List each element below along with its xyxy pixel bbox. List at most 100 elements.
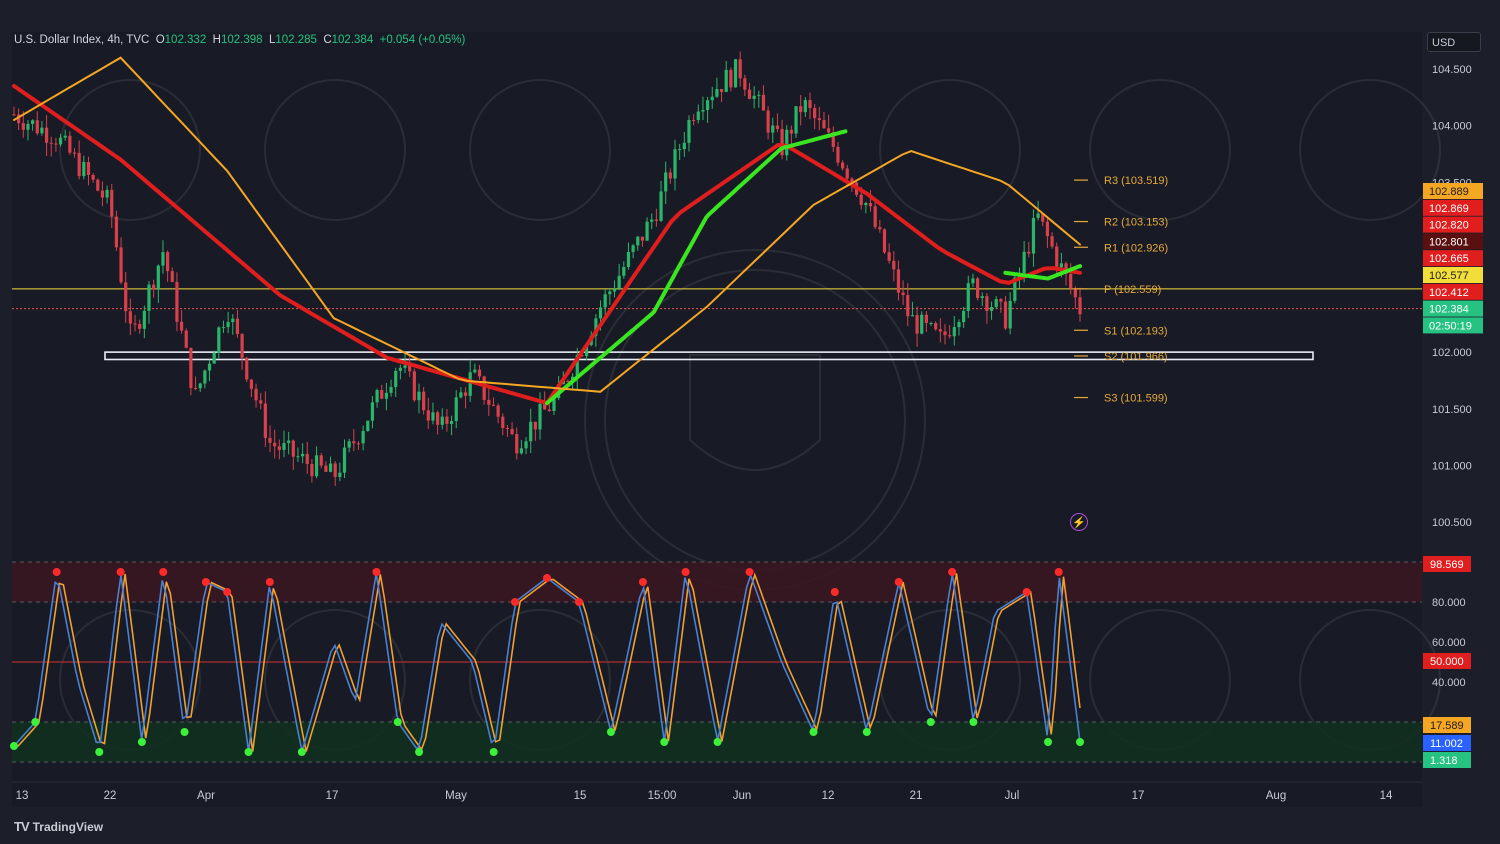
- candle-body: [850, 178, 854, 183]
- oversold-dot: [415, 748, 424, 756]
- candle-body: [77, 152, 81, 177]
- candle-body: [552, 398, 556, 412]
- candle-body: [594, 318, 598, 336]
- candle-body: [659, 191, 663, 221]
- candle-body: [240, 334, 244, 358]
- candle-body: [533, 421, 537, 430]
- candle-body: [957, 322, 961, 328]
- price-axis-tick: 104.000: [1432, 121, 1472, 133]
- candle-body: [682, 142, 686, 150]
- candle-body: [394, 370, 398, 388]
- symbol-title[interactable]: U.S. Dollar Index, 4h, TVC: [14, 34, 150, 46]
- candle-body: [1031, 217, 1036, 254]
- overbought-dot: [894, 578, 903, 586]
- candle-body: [110, 189, 114, 217]
- candle-body: [827, 128, 831, 133]
- candle-body: [249, 379, 254, 389]
- candle-body: [547, 409, 551, 412]
- candle-body: [1008, 300, 1012, 329]
- time-axis-tick: 17: [326, 790, 339, 802]
- candle-body: [342, 447, 347, 473]
- candle-body: [873, 206, 877, 228]
- candle-body: [1059, 263, 1063, 268]
- candle-body: [49, 142, 53, 144]
- candle-body: [72, 152, 77, 154]
- candle-body: [287, 440, 291, 444]
- candle-body: [915, 315, 919, 334]
- candle-body: [757, 94, 761, 96]
- price-value-tag: [1423, 216, 1483, 233]
- candle-body: [640, 236, 645, 241]
- time-axis-tick: 17: [1132, 790, 1145, 802]
- candle-body: [622, 266, 626, 276]
- candle-body: [1022, 251, 1026, 273]
- oversold-dot: [297, 748, 306, 756]
- price-value-tag: [1423, 183, 1483, 199]
- high-value: 102.398: [220, 34, 263, 46]
- pivot-label: S3 (101.599): [1104, 393, 1168, 405]
- candle-body: [370, 402, 375, 421]
- currency-selector[interactable]: USD: [1427, 32, 1481, 52]
- candle-body: [263, 403, 267, 438]
- candle-body: [1003, 301, 1008, 329]
- oversold-dot: [660, 738, 669, 746]
- candle-body: [175, 281, 179, 322]
- plot-area: [12, 32, 1422, 807]
- overbought-dot: [681, 568, 690, 576]
- candle-body: [319, 455, 323, 466]
- overbought-dot: [372, 568, 381, 576]
- candle-body: [515, 434, 519, 454]
- candle-body: [738, 59, 742, 79]
- candle-body: [808, 100, 812, 109]
- candle-body: [785, 129, 789, 156]
- time-axis-tick: 14: [1380, 790, 1393, 802]
- pivot-label: R1 (102.926): [1104, 242, 1168, 254]
- candle-body: [86, 162, 91, 175]
- candle-body: [664, 172, 668, 192]
- candle-body: [21, 123, 25, 130]
- candle-body: [794, 106, 798, 134]
- stoch-value-tag-text: 98.569: [1430, 559, 1464, 571]
- candle-body: [1073, 288, 1077, 298]
- candle-body: [626, 251, 631, 267]
- candle-body: [445, 416, 449, 424]
- oversold-dot: [489, 748, 498, 756]
- time-axis-tick: May: [445, 790, 467, 802]
- candle-body: [766, 110, 770, 133]
- candle-body: [892, 260, 896, 270]
- candle-body: [389, 387, 393, 393]
- oversold-dot: [606, 728, 615, 736]
- candle-body: [696, 111, 700, 121]
- overbought-dot: [543, 574, 551, 582]
- candle-body: [468, 372, 472, 396]
- candle-body: [133, 323, 137, 325]
- time-axis-tick: Jun: [733, 790, 752, 802]
- oversold-dot: [713, 738, 722, 746]
- candle-body: [1036, 213, 1040, 218]
- candle-body: [668, 172, 672, 179]
- candle-body: [291, 440, 295, 457]
- tradingview-logo[interactable]: TV TradingView: [14, 819, 103, 834]
- candle-body: [868, 202, 873, 207]
- candle-body: [598, 307, 603, 319]
- candle-body: [1045, 221, 1050, 237]
- candle-body: [924, 314, 928, 324]
- oversold-dot: [10, 742, 18, 750]
- oversold-dot: [1076, 738, 1084, 746]
- price-axis-tick: 102.000: [1432, 347, 1472, 359]
- candle-body: [463, 392, 468, 396]
- low-value: 102.285: [275, 34, 317, 46]
- candle-body: [310, 464, 314, 477]
- candle-body: [910, 315, 915, 317]
- candle-body: [408, 365, 412, 372]
- candle-body: [780, 128, 784, 156]
- stoch-value-tag-text: 50.000: [1430, 656, 1464, 668]
- stoch-value-tag-text: 17.589: [1430, 720, 1464, 732]
- stoch-value-tag-text: 11.002: [1430, 738, 1463, 750]
- stoch-value-tag-text: 1.318: [1430, 755, 1458, 767]
- lightning-icon[interactable]: ⚡: [1070, 513, 1088, 531]
- candle-body: [603, 294, 607, 308]
- candle-body: [449, 420, 454, 424]
- candle-body: [724, 69, 728, 92]
